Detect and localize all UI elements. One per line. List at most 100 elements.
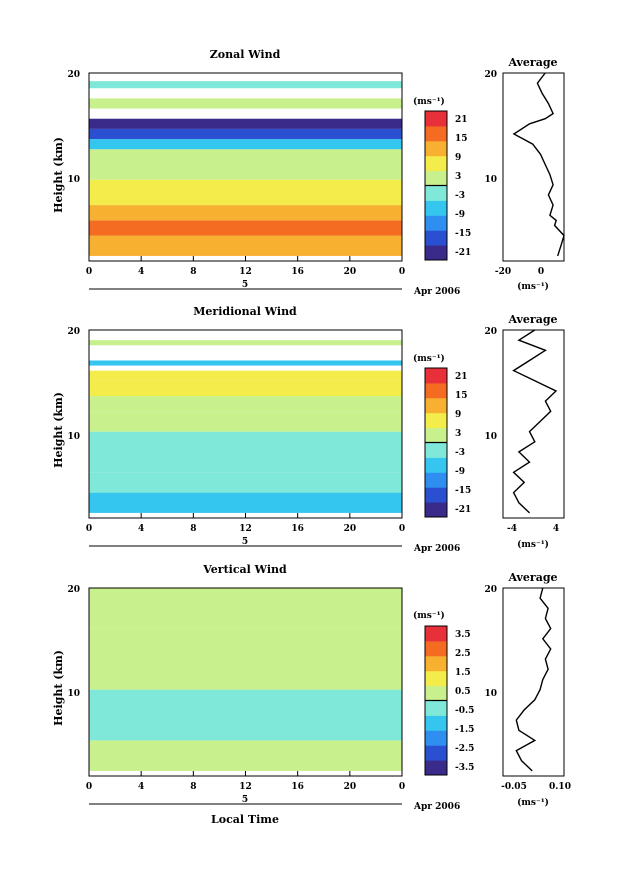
colorbar-tick-label: 9 bbox=[455, 410, 461, 420]
heatmap-band bbox=[89, 689, 402, 710]
panel-title: Vertical Wind bbox=[202, 563, 287, 576]
heatmap-band bbox=[89, 380, 402, 397]
y-tick-label: 20 bbox=[67, 70, 80, 80]
x-tick-label: 0 bbox=[86, 524, 92, 534]
x-tick-label: 8 bbox=[190, 267, 196, 277]
heatmap-band bbox=[89, 411, 402, 432]
date-axis: 5 Apr 2006 bbox=[89, 280, 460, 297]
y-tick-label: 10 bbox=[484, 689, 497, 699]
colorbar-tick-label: -21 bbox=[455, 505, 471, 515]
y-tick-label: 20 bbox=[484, 70, 497, 80]
colorbar-tick-label: 3 bbox=[455, 172, 461, 182]
heatmap-band bbox=[89, 149, 402, 165]
colorbar-segment bbox=[425, 397, 447, 414]
colorbar-segment bbox=[425, 427, 447, 443]
colorbar-unit: (ms⁻¹) bbox=[413, 353, 445, 364]
avg-unit: (ms⁻¹) bbox=[517, 281, 549, 292]
colorbar-tick-label: 1.5 bbox=[455, 668, 471, 678]
colorbar-tick-label: -1.5 bbox=[455, 725, 474, 735]
colorbar-segment bbox=[425, 745, 447, 761]
date-axis: 5 Apr 2006 bbox=[89, 537, 460, 554]
colorbar-segment bbox=[425, 368, 447, 384]
heatmap-area bbox=[89, 588, 402, 771]
x-tick-label: 4 bbox=[138, 782, 144, 792]
colorbar-tick-label: 3 bbox=[455, 429, 461, 439]
meridional-wind-panel: Meridional Wind Height (km) 20 10 0 4 8 12 1… bbox=[52, 305, 565, 554]
colorbar-segment bbox=[425, 640, 447, 657]
date-label: Apr 2006 bbox=[413, 802, 460, 812]
x-tick-label: 16 bbox=[291, 782, 304, 792]
colorbar-segment bbox=[425, 715, 447, 731]
zonal-wind-panel: Zonal Wind Height (km) 20 10 0 4 8 12 16 20 0 … bbox=[52, 48, 565, 297]
heatmap-band bbox=[89, 128, 402, 140]
date-label: Apr 2006 bbox=[413, 544, 460, 554]
date-tick-label: 5 bbox=[242, 537, 248, 547]
colorbar-segment bbox=[425, 200, 447, 216]
colorbar-tick-label: 21 bbox=[455, 372, 468, 382]
heatmap-band bbox=[89, 118, 402, 129]
x-tick-label: 20 bbox=[344, 524, 357, 534]
avg-unit: (ms⁻¹) bbox=[517, 797, 549, 808]
colorbar: (ms⁻¹) 21 15 9 3 -3 -9 -15 -21 bbox=[413, 353, 471, 518]
y-axis-label: Height (km) bbox=[52, 137, 65, 213]
colorbar-tick-label: -3 bbox=[455, 448, 465, 458]
date-tick-label: 5 bbox=[242, 795, 248, 805]
avg-x-tick: 0 bbox=[538, 267, 544, 277]
colorbar-segment bbox=[425, 442, 447, 458]
avg-x-tick: 0.10 bbox=[549, 782, 571, 792]
colorbar-tick-label: 3.5 bbox=[455, 630, 471, 640]
colorbar-segment bbox=[425, 230, 447, 246]
colorbar-segment bbox=[425, 457, 447, 473]
panel-title: Zonal Wind bbox=[210, 48, 281, 61]
x-ticks: 0 4 8 12 16 20 0 bbox=[86, 513, 405, 534]
date-axis: 5 Apr 2006 bbox=[89, 795, 460, 812]
average-profile: Average 20 10 -20 0 (ms⁻¹) bbox=[484, 56, 565, 292]
average-profile: Average 20 10 -0.05 0.10 (ms⁻¹) bbox=[484, 571, 570, 808]
x-tick-label: 20 bbox=[344, 267, 357, 277]
heatmap-band bbox=[89, 370, 402, 381]
average-title: Average bbox=[507, 56, 557, 69]
x-tick-label: 12 bbox=[239, 524, 252, 534]
colorbar-segment bbox=[425, 140, 447, 157]
x-tick-label: 0 bbox=[399, 782, 405, 792]
colorbar-tick-label: 9 bbox=[455, 153, 461, 163]
x-tick-label: 4 bbox=[138, 267, 144, 277]
colorbar-tick-label: 21 bbox=[455, 115, 468, 125]
y-tick-label: 20 bbox=[67, 327, 80, 337]
colorbar-segment bbox=[425, 382, 447, 399]
colorbar-unit: (ms⁻¹) bbox=[413, 610, 445, 621]
colorbar-tick-label: -15 bbox=[455, 486, 471, 496]
heatmap-band bbox=[89, 235, 402, 256]
colorbar: (ms⁻¹) 21 15 9 3 -3 -9 -15 -21 bbox=[413, 96, 471, 261]
colorbar-tick-label: 15 bbox=[455, 391, 468, 401]
colorbar-segment bbox=[425, 111, 447, 127]
colorbar-segment bbox=[425, 760, 447, 776]
colorbar-segment bbox=[425, 170, 447, 186]
colorbar-segment bbox=[425, 730, 447, 746]
colorbar-segment bbox=[425, 655, 447, 672]
y-tick-label: 10 bbox=[67, 689, 80, 699]
heatmap-band bbox=[89, 588, 402, 629]
avg-x-tick: -4 bbox=[507, 524, 517, 534]
x-tick-label: 4 bbox=[138, 524, 144, 534]
y-tick-label: 10 bbox=[484, 175, 497, 185]
x-tick-label: 12 bbox=[239, 782, 252, 792]
x-tick-label: 0 bbox=[399, 267, 405, 277]
x-tick-label: 0 bbox=[86, 782, 92, 792]
heatmap-band bbox=[89, 431, 402, 452]
colorbar-segment bbox=[425, 502, 447, 518]
colorbar-segment bbox=[425, 670, 447, 687]
y-tick-label: 10 bbox=[67, 175, 80, 185]
date-tick-label: 5 bbox=[242, 280, 248, 290]
heatmap-band bbox=[89, 98, 402, 109]
average-line bbox=[512, 72, 565, 257]
heatmap-band bbox=[89, 451, 402, 473]
heatmap-band bbox=[89, 709, 402, 741]
colorbar-tick-label: -3 bbox=[455, 191, 465, 201]
y-tick-label: 20 bbox=[484, 585, 497, 595]
colorbar-segment bbox=[425, 185, 447, 201]
colorbar-tick-label: -21 bbox=[455, 248, 471, 258]
average-title: Average bbox=[507, 571, 557, 584]
heatmap-band bbox=[89, 81, 402, 89]
colorbar-tick-label: -9 bbox=[455, 467, 465, 477]
